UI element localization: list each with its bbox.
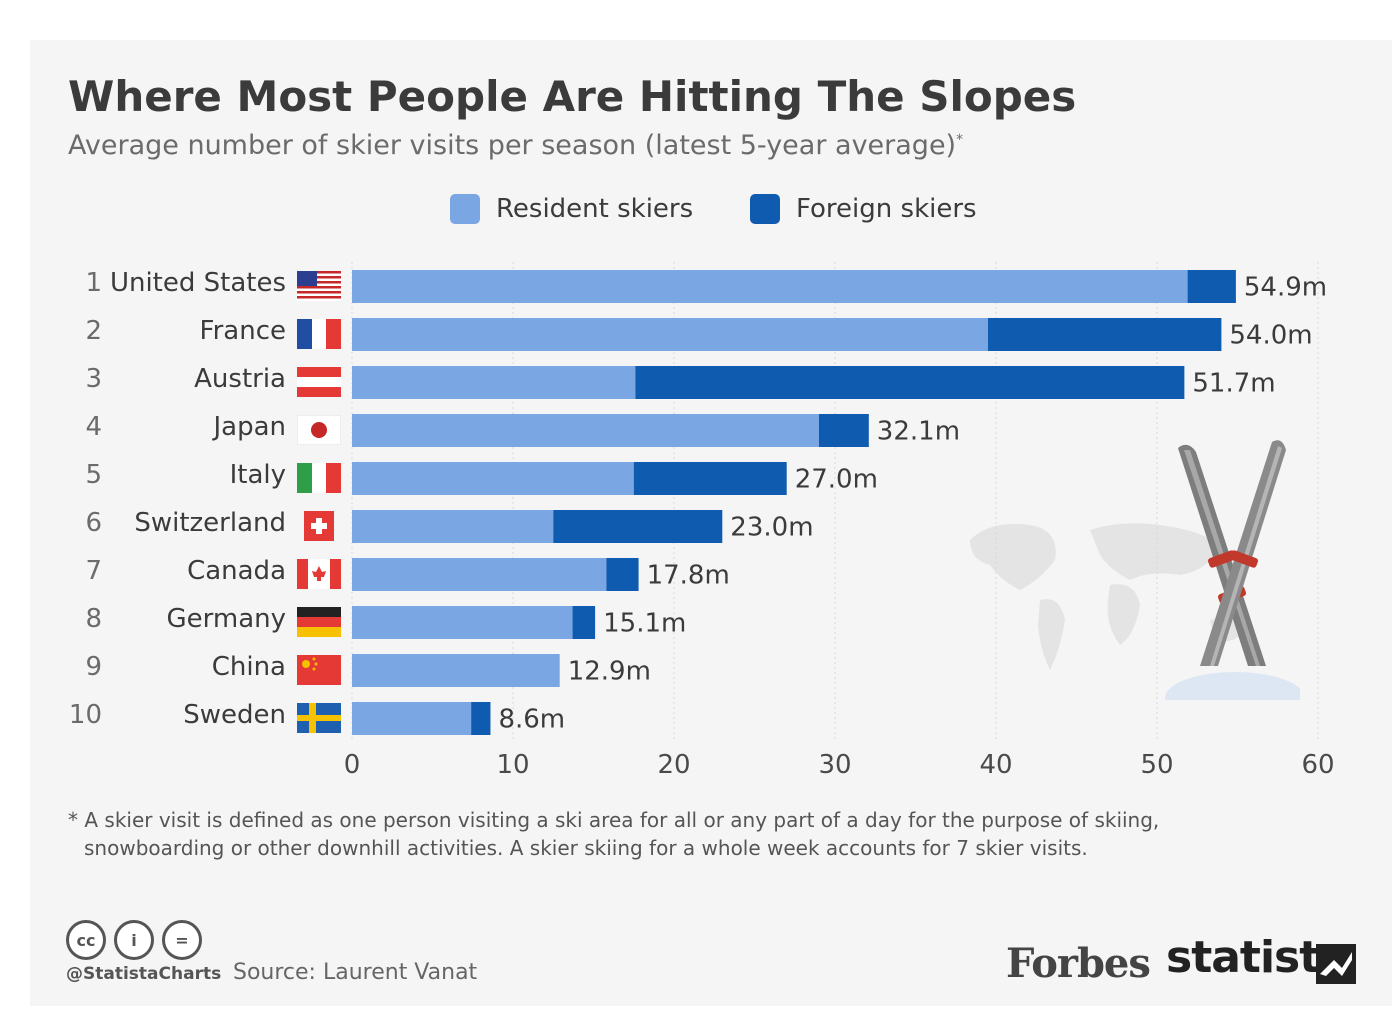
source-note: Source: Laurent Vanat bbox=[233, 960, 478, 985]
bar-value-label: 32.1m bbox=[877, 417, 960, 447]
bar-foreign bbox=[471, 702, 491, 735]
bar-foreign bbox=[987, 318, 1222, 351]
world-map-silhouette bbox=[970, 523, 1245, 670]
bar-value-label: 23.0m bbox=[730, 513, 813, 543]
x-tick-label: 10 bbox=[496, 750, 529, 780]
flag-austria-icon bbox=[297, 367, 341, 397]
statista-handle[interactable]: @StatistaCharts bbox=[66, 964, 222, 984]
bar-resident bbox=[352, 606, 573, 639]
flag-united-states-icon bbox=[297, 271, 341, 301]
license-icons: cc i = bbox=[66, 920, 202, 960]
footnote: * A skier visit is defined as one person… bbox=[68, 806, 1268, 862]
row-rank: 5 bbox=[85, 460, 102, 490]
bar-value-label: 8.6m bbox=[498, 705, 565, 735]
creative-commons-icon[interactable]: cc bbox=[66, 920, 106, 960]
legend-label-foreign: Foreign skiers bbox=[796, 194, 977, 224]
bar-resident bbox=[352, 462, 634, 495]
bar-foreign bbox=[635, 366, 1185, 399]
footnote-line-2: snowboarding or other downhill activitie… bbox=[84, 836, 1088, 860]
row-rank: 10 bbox=[68, 700, 102, 730]
statista-logo-icon[interactable] bbox=[1316, 944, 1356, 984]
flag-sweden-icon bbox=[297, 703, 341, 733]
x-tick-label: 60 bbox=[1301, 750, 1334, 780]
footnote-line-1: * A skier visit is defined as one person… bbox=[68, 808, 1160, 832]
x-tick-label: 50 bbox=[1140, 750, 1173, 780]
row-country-label: Italy bbox=[229, 460, 286, 490]
row-country-label: Switzerland bbox=[134, 508, 286, 538]
bar-resident bbox=[352, 270, 1188, 303]
flag-china-icon bbox=[297, 655, 341, 685]
x-tick-label: 30 bbox=[818, 750, 851, 780]
x-axis-ticks: 0 10 20 30 40 50 60 bbox=[344, 750, 1335, 780]
bar-value-label: 12.9m bbox=[568, 657, 651, 687]
flag-italy-icon bbox=[297, 463, 341, 493]
row-country-label: Japan bbox=[213, 412, 286, 442]
flag-france-icon bbox=[297, 319, 341, 349]
bar-resident bbox=[352, 702, 472, 735]
bar-resident bbox=[352, 366, 636, 399]
bar-foreign bbox=[572, 606, 596, 639]
bars bbox=[352, 270, 1236, 735]
left-ski bbox=[1178, 444, 1266, 666]
row-rank: 1 bbox=[85, 268, 102, 298]
legend-swatch-resident bbox=[450, 194, 480, 224]
row-rank: 6 bbox=[85, 508, 102, 538]
bar-value-label: 51.7m bbox=[1192, 369, 1275, 399]
bar-foreign bbox=[633, 462, 787, 495]
bar-foreign bbox=[1187, 270, 1236, 303]
row-country-label: Sweden bbox=[183, 700, 286, 730]
bar-foreign bbox=[606, 558, 639, 591]
bar-value-label: 54.9m bbox=[1244, 273, 1327, 303]
row-country-label: Germany bbox=[166, 604, 286, 634]
bar-value-label: 27.0m bbox=[795, 465, 878, 495]
legend-label-resident: Resident skiers bbox=[496, 194, 694, 224]
bar-value-label: 17.8m bbox=[647, 561, 730, 591]
subtitle-footnote-mark: * bbox=[956, 132, 964, 148]
skis-illustration bbox=[970, 440, 1300, 700]
flag-canada-icon bbox=[297, 559, 341, 589]
flag-switzerland-icon bbox=[304, 511, 334, 541]
row-country-label: Canada bbox=[187, 556, 286, 586]
row-country-label: France bbox=[199, 316, 286, 346]
bar-value-label: 15.1m bbox=[603, 609, 686, 639]
legend-swatch-foreign bbox=[750, 194, 780, 224]
bar-resident bbox=[352, 414, 819, 447]
row-country-label: United States bbox=[109, 268, 286, 298]
row-rank: 7 bbox=[85, 556, 102, 586]
snow-mound bbox=[1165, 672, 1300, 700]
row-rank: 9 bbox=[85, 652, 102, 682]
chart-subtitle: Average number of skier visits per seaso… bbox=[68, 130, 963, 161]
chart-title: Where Most People Are Hitting The Slopes bbox=[68, 72, 1077, 121]
row-rank: 8 bbox=[85, 604, 102, 634]
bar-foreign bbox=[818, 414, 869, 447]
row-rank: 4 bbox=[85, 412, 102, 442]
legend-item-foreign: Foreign skiers bbox=[750, 194, 977, 224]
bar-value-label: 54.0m bbox=[1229, 321, 1312, 351]
no-derivatives-icon[interactable]: = bbox=[162, 920, 202, 960]
flag-japan-icon bbox=[297, 415, 341, 445]
x-tick-label: 40 bbox=[979, 750, 1012, 780]
bar-resident bbox=[352, 318, 988, 351]
row-rank: 2 bbox=[85, 316, 102, 346]
bar-resident bbox=[352, 558, 607, 591]
row-rank: 3 bbox=[85, 364, 102, 394]
row-country-label: Austria bbox=[194, 364, 286, 394]
subtitle-text: Average number of skier visits per seaso… bbox=[68, 130, 957, 161]
legend-item-resident: Resident skiers bbox=[450, 194, 693, 224]
flag-germany-icon bbox=[297, 607, 341, 637]
attribution-icon[interactable]: i bbox=[114, 920, 154, 960]
row-country-label: China bbox=[211, 652, 286, 682]
bar-foreign bbox=[553, 510, 723, 543]
forbes-logo[interactable]: Forbes bbox=[1006, 940, 1151, 987]
bar-resident bbox=[352, 654, 560, 687]
x-tick-label: 0 bbox=[344, 750, 361, 780]
bar-resident bbox=[352, 510, 554, 543]
right-ski bbox=[1200, 440, 1286, 666]
x-tick-label: 20 bbox=[657, 750, 690, 780]
